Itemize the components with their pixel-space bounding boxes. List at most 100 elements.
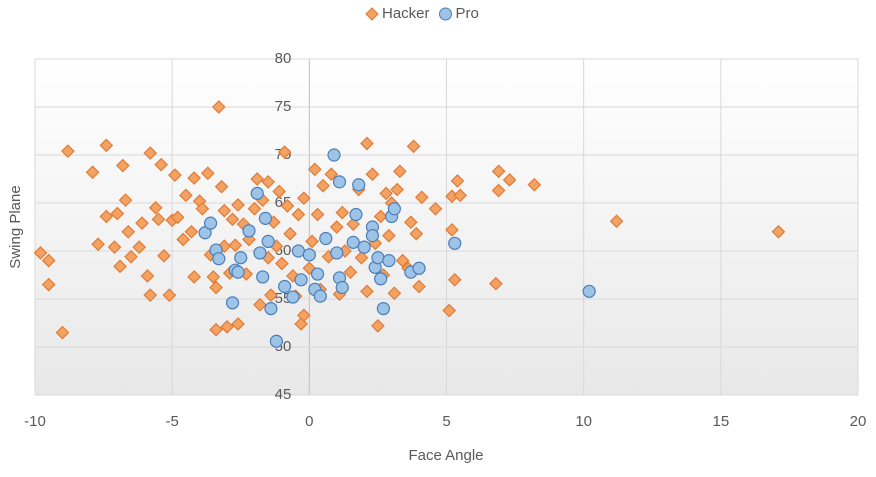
hacker-point: [365, 167, 380, 182]
hacker-point: [124, 249, 138, 264]
x-tick-label: 15: [712, 413, 729, 430]
hacker-point: [217, 203, 232, 218]
hacker-point: [151, 212, 166, 227]
hacker-point: [195, 201, 210, 216]
pro-point: [269, 334, 284, 348]
hacker-point: [99, 138, 114, 153]
pro-point: [250, 186, 264, 200]
hacker-point: [316, 178, 330, 193]
hacker-point: [390, 182, 404, 197]
pro-point: [256, 270, 270, 284]
hacker-point: [395, 253, 410, 268]
pro-point: [294, 273, 308, 287]
hacker-point: [115, 158, 130, 173]
hacker-point: [225, 212, 240, 227]
hacker-point: [154, 157, 169, 172]
hacker-point: [305, 234, 319, 249]
hacker-point: [335, 205, 350, 220]
hacker-point: [162, 288, 177, 303]
hacker-point: [231, 317, 245, 331]
pro-point: [335, 280, 349, 295]
pro-point: [291, 244, 305, 258]
hacker-point: [414, 190, 429, 205]
pro-point: [234, 251, 248, 265]
y-tick-label: 45: [275, 386, 292, 403]
hacker-point: [176, 232, 190, 247]
hacker-point: [329, 220, 344, 234]
hacker-point: [387, 286, 402, 301]
pro-point: [310, 267, 325, 281]
pro-point: [374, 272, 388, 286]
pro-point: [376, 302, 391, 316]
pro-point: [261, 234, 275, 248]
hacker-point: [118, 193, 133, 207]
x-tick-label: 10: [575, 413, 592, 430]
hacker-point: [140, 269, 155, 283]
pro-point: [448, 236, 462, 250]
hacker-point: [107, 240, 122, 255]
hacker-point: [346, 217, 361, 231]
hacker-point: [231, 198, 245, 212]
pro-point: [231, 265, 245, 279]
hacker-point: [447, 272, 462, 287]
pro-point: [346, 235, 360, 249]
hacker-point: [85, 165, 100, 180]
hacker-point: [121, 224, 136, 239]
hacker-point: [307, 162, 322, 177]
hacker-point: [442, 303, 457, 318]
hacker-point: [187, 270, 201, 284]
pro-point: [319, 231, 333, 246]
x-tick-label: 0: [305, 413, 313, 430]
hacker-point: [55, 325, 70, 340]
hacker-point: [373, 209, 388, 224]
x-tick-label: -5: [165, 413, 178, 430]
pro-point: [387, 202, 401, 216]
hacker-point: [393, 164, 407, 179]
hacker-point: [354, 250, 369, 265]
legend-label: Hacker: [382, 5, 430, 22]
hacker-point: [406, 139, 421, 154]
hacker-point: [371, 319, 385, 333]
hacker-point: [403, 215, 418, 230]
hacker-point: [296, 308, 311, 323]
hacker-point: [211, 100, 226, 114]
x-tick-label: 5: [442, 413, 450, 430]
hacker-point: [261, 175, 276, 189]
hacker-point: [91, 237, 105, 252]
hacker-point: [200, 166, 215, 181]
hacker-point: [277, 145, 292, 159]
pro-point: [371, 251, 385, 265]
x-tick-label: 20: [850, 413, 867, 430]
hacker-point: [264, 288, 278, 303]
hacker-point: [41, 277, 56, 292]
hacker-point: [489, 276, 503, 291]
pro-point: [327, 148, 341, 162]
hacker-point: [110, 206, 125, 221]
pro-point: [332, 175, 347, 189]
hacker-point: [135, 216, 149, 231]
hacker-point: [450, 174, 465, 188]
hacker-point: [445, 223, 459, 237]
hacker-point: [502, 173, 517, 187]
x-axis-title: Face Angle: [408, 447, 483, 464]
hacker-point: [343, 265, 358, 279]
pro-point: [412, 261, 426, 275]
hacker-point: [250, 172, 265, 186]
hacker-point: [41, 253, 56, 268]
hacker-point: [428, 201, 443, 216]
hacker-point: [247, 201, 262, 216]
hacker-point: [360, 284, 374, 299]
pro-point: [253, 246, 267, 260]
hacker-point: [228, 238, 243, 253]
hacker-point: [272, 184, 287, 199]
pro-point: [286, 290, 300, 304]
y-tick-label: 80: [275, 50, 292, 67]
pro-point: [352, 178, 366, 192]
hacker-point: [379, 186, 393, 201]
x-tick-label: -10: [24, 413, 46, 430]
pro-point: [278, 279, 292, 294]
pro-point: [212, 252, 226, 266]
pro-point: [582, 284, 596, 298]
hacker-point: [609, 214, 624, 229]
hacker-point: [280, 199, 295, 213]
